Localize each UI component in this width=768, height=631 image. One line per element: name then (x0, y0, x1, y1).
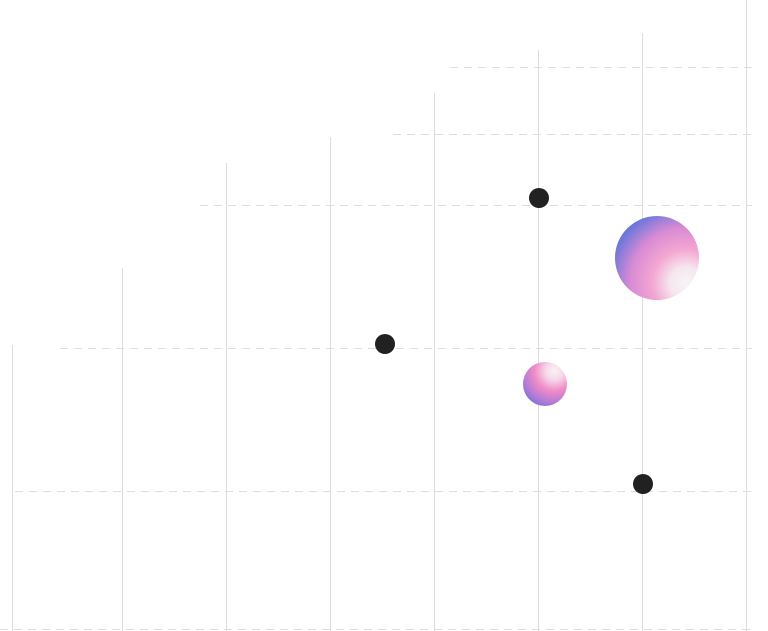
vertical-grid-lines (12, 0, 747, 631)
black-dots (375, 188, 653, 494)
gradient-orb-small-icon (523, 362, 567, 406)
black-dot-icon (633, 474, 653, 494)
horizontal-dashed-lines (0, 67, 752, 630)
gradient-orb-large-icon (615, 216, 699, 300)
black-dot-icon (375, 334, 395, 354)
black-dot-icon (529, 188, 549, 208)
